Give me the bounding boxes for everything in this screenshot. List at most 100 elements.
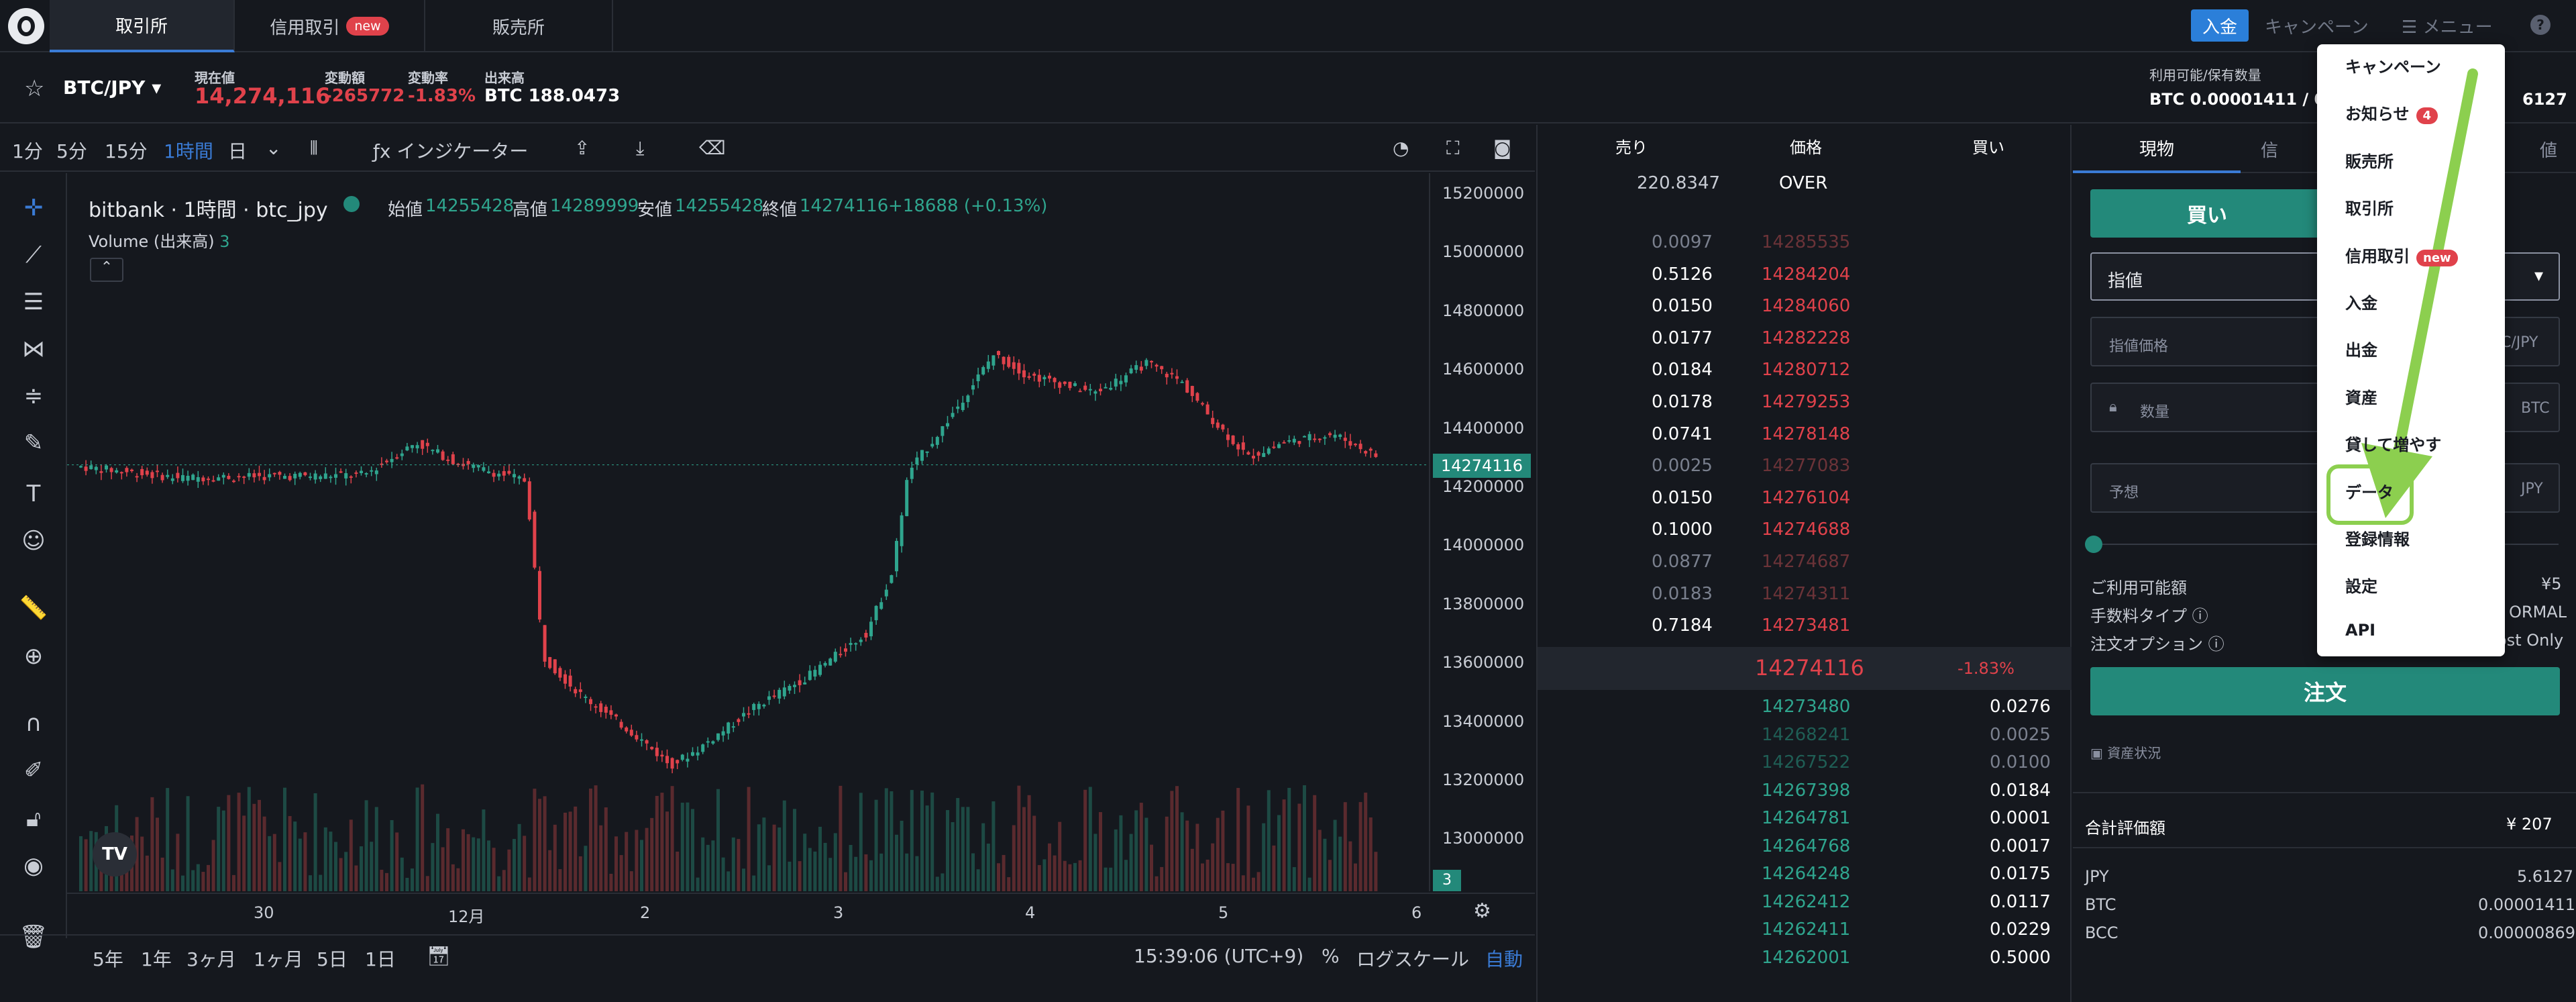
auto-toggle[interactable]: 自動 [1485, 948, 1523, 970]
clock-time[interactable]: 15:39:06 (UTC+9) [1134, 945, 1304, 967]
range-button[interactable]: 3ヶ月 [186, 948, 236, 970]
bid-price[interactable]: 14264768 [1762, 836, 1851, 856]
range-button[interactable]: 5日 [317, 948, 347, 970]
ask-price[interactable]: 14284204 [1762, 264, 1851, 285]
info-icon[interactable]: ⓘ [2208, 635, 2224, 654]
ask-price[interactable]: 14274687 [1762, 552, 1851, 572]
pair-selector[interactable]: BTC/JPY ▾ [63, 77, 161, 99]
eraser-icon[interactable]: ⌫ [699, 137, 726, 159]
text-icon[interactable]: T [26, 481, 41, 507]
timeframe-button[interactable]: 5分 [56, 140, 87, 162]
trash-icon[interactable]: 🗑︎ [19, 923, 48, 950]
help-icon[interactable]: ? [2530, 15, 2551, 35]
menu-item[interactable]: 販売所 [2345, 148, 2394, 172]
range-button[interactable]: 1日 [365, 948, 396, 970]
bid-price[interactable]: 14268241 [1762, 724, 1851, 745]
fullscreen-icon[interactable]: ⛶ [1446, 137, 1460, 159]
pattern-icon[interactable]: ⋈ [22, 336, 45, 362]
bid-price[interactable]: 14273480 [1762, 697, 1851, 717]
trendline-icon[interactable]: ⟋ [25, 242, 42, 268]
ask-price[interactable]: 14273481 [1762, 615, 1851, 636]
timeframe-button[interactable]: 日 [228, 140, 248, 162]
ask-price[interactable]: 14285535 [1762, 232, 1851, 252]
menu-item[interactable]: 出金 [2345, 337, 2377, 360]
tab-spot[interactable]: 現物 [2073, 125, 2241, 173]
star-icon[interactable]: ☆ [24, 75, 45, 102]
price-chart[interactable] [67, 173, 1429, 891]
menu-item[interactable]: キャンペーン [2345, 54, 2441, 77]
menu-item[interactable]: API [2345, 621, 2375, 640]
ask-price[interactable]: 14274688 [1762, 519, 1851, 540]
bid-price[interactable]: 14262001 [1762, 947, 1851, 968]
dropdown-chevron-icon[interactable]: ⌄ [266, 137, 282, 159]
percent-toggle[interactable]: % [1322, 945, 1340, 967]
menu-item[interactable]: 入金 [2345, 290, 2377, 313]
ask-price[interactable]: 14282228 [1762, 328, 1851, 348]
menu-item[interactable]: 貸して増やす [2345, 432, 2441, 455]
lock-drawing-icon[interactable]: ✐ [23, 757, 44, 784]
ask-price[interactable]: 14279253 [1762, 392, 1851, 412]
eye-icon[interactable]: ◉ [23, 852, 44, 879]
bid-price[interactable]: 14262412 [1762, 891, 1851, 912]
campaign-link[interactable]: キャンペーン [2265, 17, 2369, 38]
ask-price[interactable]: 14278148 [1762, 423, 1851, 444]
buy-button[interactable]: 買い [2090, 189, 2324, 238]
measure-icon[interactable]: ◔ [1393, 137, 1409, 159]
zoom-icon[interactable]: ⊕ [23, 643, 44, 670]
ask-price[interactable]: 14274311 [1762, 583, 1851, 604]
fib-icon[interactable]: ☰ [23, 289, 44, 315]
tab-right-panel[interactable]: 値 [2540, 141, 2558, 161]
info-icon[interactable]: ⓘ [2192, 607, 2208, 625]
camera-icon[interactable]: ◙ [1493, 137, 1512, 159]
bid-price[interactable]: 14267398 [1762, 780, 1851, 801]
amount-slider-handle[interactable] [2085, 536, 2102, 553]
menu-item[interactable]: 信用取引 new [2345, 243, 2458, 266]
deposit-button[interactable]: 入金 [2191, 9, 2249, 42]
menu-item[interactable]: 取引所 [2345, 195, 2394, 219]
timeframe-button[interactable]: 1時間 [164, 140, 213, 162]
price-axis [1429, 173, 1535, 891]
candle-type-icon[interactable]: ⫴ [310, 137, 318, 159]
order-button[interactable]: 注文 [2090, 667, 2560, 715]
menu-item[interactable]: 資産 [2345, 385, 2377, 408]
menu-button[interactable]: ☰ メニュー [2402, 13, 2493, 38]
emoji-icon[interactable]: ☺ [21, 528, 46, 554]
tab-margin-panel[interactable]: 信 [2261, 141, 2279, 161]
menu-item[interactable]: 設定 [2345, 573, 2377, 597]
upload-icon[interactable]: ⇪ [574, 137, 590, 159]
tab-margin[interactable]: 信用取引 new [235, 0, 425, 52]
calendar-icon[interactable]: 📅︎ [427, 945, 451, 967]
bid-price[interactable]: 14262411 [1762, 919, 1851, 940]
axis-settings-icon[interactable]: ⚙ [1473, 899, 1491, 923]
timeframe-button[interactable]: 15分 [105, 140, 148, 162]
lock-icon[interactable]: 🔓︎ [25, 805, 42, 832]
ruler-icon[interactable]: 📏 [19, 595, 48, 621]
ask-price[interactable]: 14280712 [1762, 360, 1851, 381]
log-toggle[interactable]: ログスケール [1356, 948, 1470, 970]
bid-price[interactable]: 14264248 [1762, 864, 1851, 884]
volume-bar [451, 864, 455, 891]
menu-item[interactable]: 登録情報 [2345, 526, 2410, 550]
range-button[interactable]: 1年 [141, 948, 172, 970]
tab-exchange[interactable]: 取引所 [50, 0, 235, 52]
ask-price[interactable]: 14276104 [1762, 487, 1851, 508]
range-button[interactable]: 1ヶ月 [254, 948, 303, 970]
range-button[interactable]: 5年 [93, 948, 123, 970]
bitbank-logo[interactable] [8, 8, 44, 44]
bid-price[interactable]: 14264781 [1762, 808, 1851, 828]
timeframe-button[interactable]: 1分 [12, 140, 43, 162]
collapse-chevron-icon[interactable]: ⌃ [90, 258, 123, 282]
crosshair-icon[interactable]: ✛ [23, 195, 44, 221]
asset-status-link[interactable]: ▣ 資産状況 [2090, 742, 2161, 762]
bid-price[interactable]: 14267522 [1762, 752, 1851, 772]
tab-retail[interactable]: 販売所 [425, 0, 613, 52]
ask-price[interactable]: 14284060 [1762, 296, 1851, 317]
download-icon[interactable]: ⤓ [636, 137, 645, 159]
brush-icon[interactable]: ✎ [23, 430, 44, 456]
magnet-icon[interactable]: ∩ [25, 710, 42, 737]
projection-icon[interactable]: ≑ [23, 383, 44, 409]
menu-item[interactable]: お知らせ 4 [2345, 101, 2438, 125]
indicator-button[interactable]: ƒx インジケーター [373, 137, 528, 164]
menu-item[interactable]: データ [2345, 479, 2394, 503]
ask-price[interactable]: 14277083 [1762, 456, 1851, 477]
